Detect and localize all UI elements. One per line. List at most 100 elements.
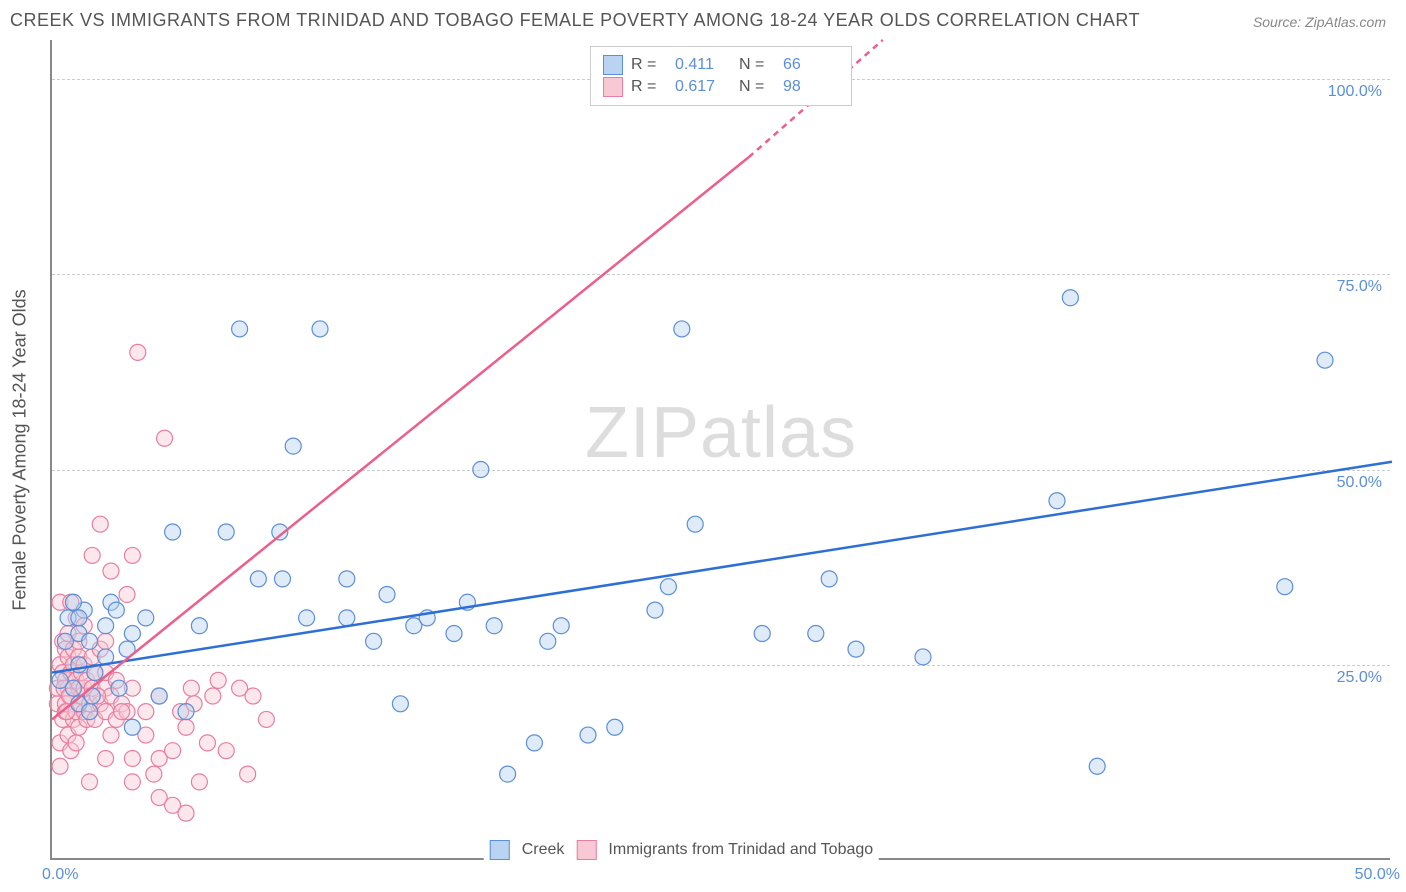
y-axis-label: Female Poverty Among 18-24 Year Olds: [10, 289, 31, 610]
data-point-blue: [540, 633, 556, 649]
data-point-blue: [232, 321, 248, 337]
data-point-blue: [687, 516, 703, 532]
data-point-pink: [98, 750, 114, 766]
data-point-blue: [98, 618, 114, 634]
legend-swatch-pink: [603, 77, 623, 97]
data-point-pink: [130, 344, 146, 360]
data-point-blue: [486, 618, 502, 634]
data-point-pink: [103, 563, 119, 579]
data-point-blue: [674, 321, 690, 337]
data-point-blue: [1062, 290, 1078, 306]
data-point-blue: [82, 704, 98, 720]
data-point-blue: [82, 633, 98, 649]
data-point-pink: [210, 672, 226, 688]
data-point-blue: [808, 626, 824, 642]
data-point-pink: [165, 743, 181, 759]
data-point-blue: [500, 766, 516, 782]
data-point-blue: [446, 626, 462, 642]
regression-line: [52, 462, 1392, 673]
data-point-blue: [124, 626, 140, 642]
data-point-blue: [124, 719, 140, 735]
data-point-pink: [98, 633, 114, 649]
n-value-blue: 66: [783, 56, 839, 74]
data-point-blue: [274, 571, 290, 587]
data-point-blue: [379, 586, 395, 602]
data-point-blue: [647, 602, 663, 618]
chart-title: CREEK VS IMMIGRANTS FROM TRINIDAD AND TO…: [10, 10, 1140, 31]
data-point-blue: [915, 649, 931, 665]
data-point-pink: [114, 704, 130, 720]
data-point-pink: [178, 805, 194, 821]
data-point-blue: [250, 571, 266, 587]
data-point-pink: [157, 430, 173, 446]
data-point-pink: [245, 688, 261, 704]
data-point-blue: [339, 610, 355, 626]
legend-label-blue: Creek: [522, 841, 565, 859]
data-point-pink: [205, 688, 221, 704]
data-point-blue: [111, 680, 127, 696]
data-point-pink: [124, 774, 140, 790]
data-point-blue: [65, 680, 81, 696]
data-point-blue: [151, 688, 167, 704]
data-point-pink: [124, 547, 140, 563]
data-point-pink: [218, 743, 234, 759]
data-point-pink: [52, 758, 68, 774]
data-point-blue: [312, 321, 328, 337]
data-point-blue: [366, 633, 382, 649]
r-value-blue: 0.411: [675, 56, 731, 74]
data-point-blue: [526, 735, 542, 751]
data-point-pink: [191, 774, 207, 790]
data-point-pink: [178, 719, 194, 735]
r-value-pink: 0.617: [675, 78, 731, 96]
data-point-blue: [339, 571, 355, 587]
data-point-blue: [821, 571, 837, 587]
data-point-pink: [240, 766, 256, 782]
data-point-pink: [183, 680, 199, 696]
data-point-blue: [1317, 352, 1333, 368]
data-point-blue: [848, 641, 864, 657]
data-point-blue: [754, 626, 770, 642]
data-point-pink: [84, 547, 100, 563]
data-point-pink: [124, 750, 140, 766]
data-point-pink: [199, 735, 215, 751]
data-point-blue: [299, 610, 315, 626]
n-value-pink: 98: [783, 78, 839, 96]
data-point-pink: [258, 711, 274, 727]
data-point-blue: [165, 524, 181, 540]
data-point-blue: [218, 524, 234, 540]
legend-swatch-pink: [576, 840, 596, 860]
plot-area: ZIPatlas 25.0%50.0%75.0%100.0% R = 0.411…: [50, 40, 1390, 860]
legend-stats-row: R = 0.617 N = 98: [603, 77, 839, 97]
data-point-pink: [68, 735, 84, 751]
data-point-blue: [71, 610, 87, 626]
data-point-blue: [553, 618, 569, 634]
data-point-blue: [392, 696, 408, 712]
data-point-blue: [473, 462, 489, 478]
x-tick-max: 50.0%: [1355, 866, 1400, 884]
data-point-blue: [285, 438, 301, 454]
data-point-pink: [146, 766, 162, 782]
source-attribution: Source: ZipAtlas.com: [1253, 14, 1386, 30]
data-point-blue: [607, 719, 623, 735]
data-point-blue: [138, 610, 154, 626]
data-point-pink: [82, 774, 98, 790]
data-point-blue: [1089, 758, 1105, 774]
legend-stats-row: R = 0.411 N = 66: [603, 55, 839, 75]
legend-stats: R = 0.411 N = 66 R = 0.617 N = 98: [590, 46, 852, 106]
legend-swatch-blue: [603, 55, 623, 75]
data-point-blue: [1277, 579, 1293, 595]
legend-label-pink: Immigrants from Trinidad and Tobago: [608, 841, 873, 859]
data-point-pink: [92, 516, 108, 532]
plot-svg: [52, 40, 1392, 860]
data-point-blue: [108, 602, 124, 618]
legend-swatch-blue: [490, 840, 510, 860]
data-point-blue: [178, 704, 194, 720]
data-point-blue: [191, 618, 207, 634]
chart-container: Female Poverty Among 18-24 Year Olds ZIP…: [50, 40, 1390, 860]
data-point-blue: [580, 727, 596, 743]
data-point-blue: [1049, 493, 1065, 509]
data-point-pink: [138, 704, 154, 720]
data-point-pink: [119, 586, 135, 602]
legend-series: Creek Immigrants from Trinidad and Tobag…: [484, 840, 879, 860]
data-point-blue: [65, 594, 81, 610]
